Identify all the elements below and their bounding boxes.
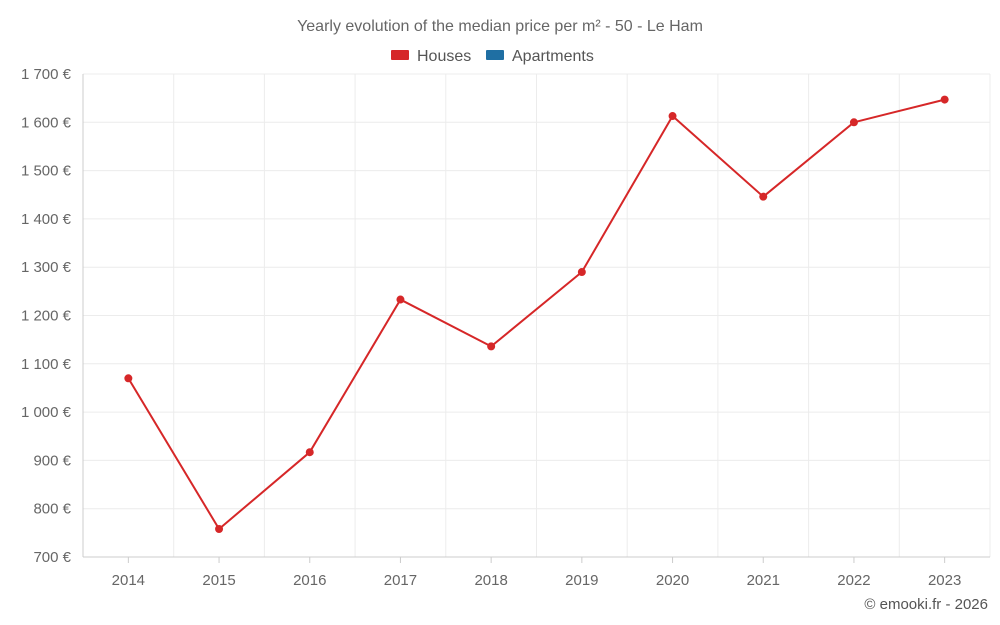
x-tick-label: 2017	[384, 572, 417, 589]
x-axis: 2014 2015 2016 2017 2018 2019 2020 2021 2022 2023	[83, 556, 990, 589]
data-point-houses[interactable]	[668, 112, 677, 121]
data-point-houses[interactable]	[849, 118, 858, 127]
y-tick-label: 1 400 €	[21, 211, 72, 228]
chart-title: Yearly evolution of the median price per…	[297, 18, 703, 35]
copyright-text: © emooki.fr - 2026	[864, 596, 988, 613]
y-tick-label: 1 300 €	[21, 259, 72, 276]
grid-lines	[82, 73, 991, 557]
data-point-houses[interactable]	[940, 95, 949, 104]
y-tick-label: 1 200 €	[21, 308, 72, 325]
data-point-houses[interactable]	[577, 268, 586, 277]
y-tick-label: 700 €	[33, 549, 71, 566]
y-tick-label: 1 100 €	[21, 356, 72, 373]
y-tick-label: 800 €	[33, 501, 71, 518]
y-tick-label: 900 €	[33, 452, 71, 469]
y-tick-label: 1 000 €	[21, 404, 72, 421]
data-point-houses[interactable]	[396, 295, 405, 304]
chart-legend: Houses Apartments	[391, 48, 594, 65]
x-tick-label: 2016	[293, 572, 326, 589]
legend-swatch-houses	[391, 50, 409, 60]
y-tick-label: 1 700 €	[21, 66, 72, 83]
legend-label-houses: Houses	[417, 48, 471, 65]
x-tick-label: 2018	[474, 572, 507, 589]
x-tick-label: 2023	[928, 572, 961, 589]
y-axis: 700 € 800 € 900 € 1 000 € 1 100 € 1 200 € 1 30…	[21, 66, 72, 566]
legend-item-apartments[interactable]: Apartments	[486, 48, 594, 65]
data-point-houses[interactable]	[305, 448, 314, 457]
y-tick-label: 1 500 €	[21, 163, 72, 180]
data-point-houses[interactable]	[487, 342, 496, 351]
legend-swatch-apartments	[486, 50, 504, 60]
data-point-houses[interactable]	[124, 374, 133, 383]
series-line-houses	[127, 98, 945, 530]
x-tick-label: 2014	[112, 572, 145, 589]
x-tick-label: 2019	[565, 572, 598, 589]
x-tick-label: 2020	[656, 572, 689, 589]
x-tick-label: 2015	[202, 572, 235, 589]
data-point-houses[interactable]	[215, 524, 224, 533]
series-layer	[124, 95, 949, 533]
x-tick-label: 2021	[747, 572, 780, 589]
y-tick-label: 1 600 €	[21, 114, 72, 131]
data-point-houses[interactable]	[759, 192, 768, 201]
x-tick-label: 2022	[837, 572, 870, 589]
legend-label-apartments: Apartments	[512, 48, 594, 65]
legend-item-houses[interactable]: Houses	[391, 48, 471, 65]
